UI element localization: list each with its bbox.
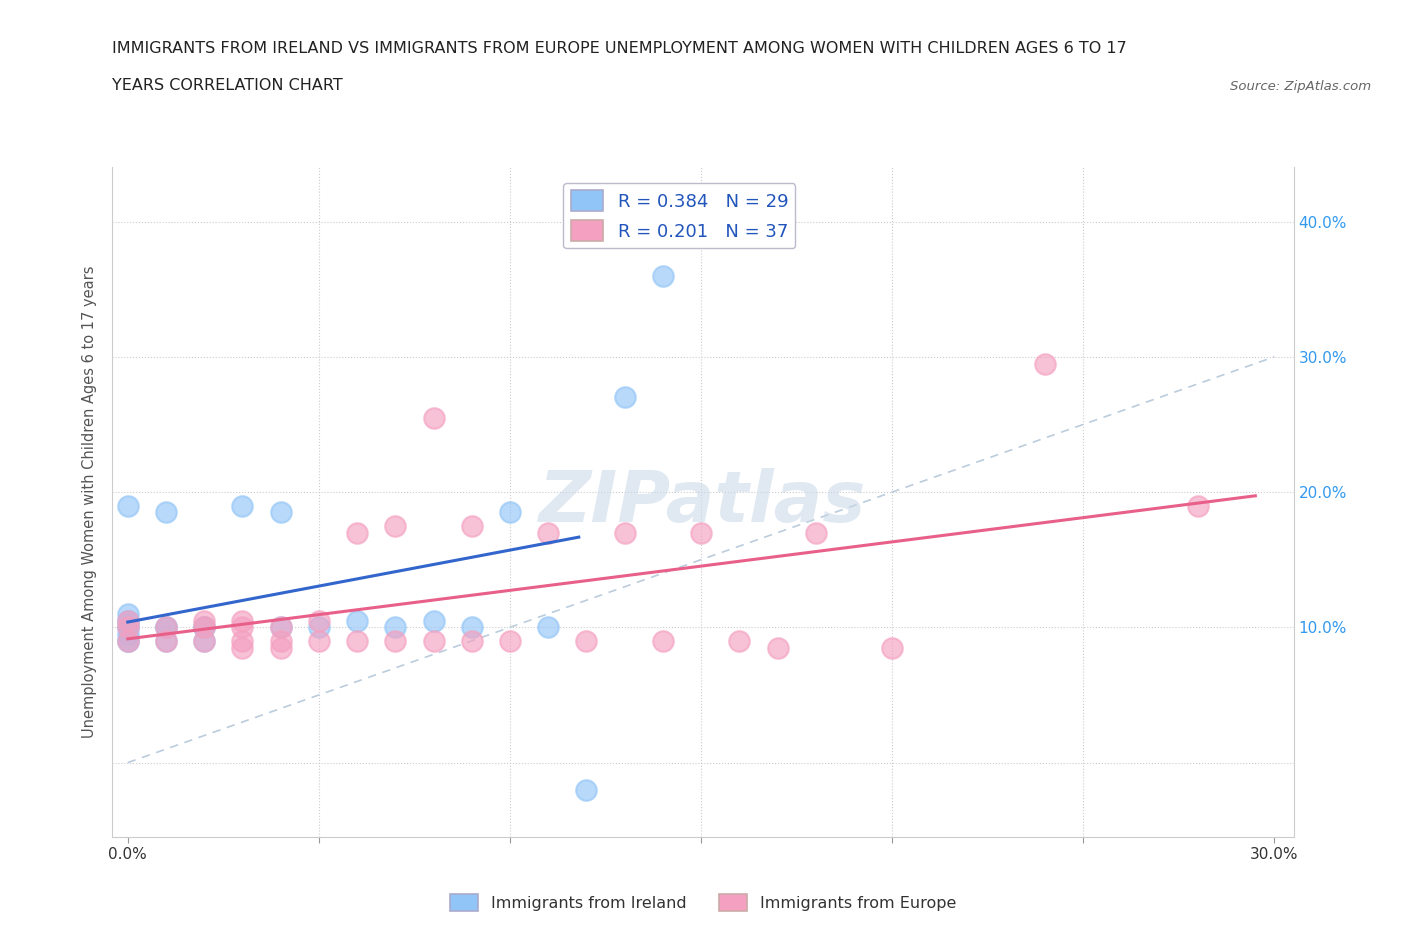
- Point: [1187, 498, 1209, 513]
- Point: [155, 620, 177, 635]
- Point: [117, 620, 139, 635]
- Point: [193, 620, 215, 635]
- Point: [117, 606, 139, 621]
- Text: Source: ZipAtlas.com: Source: ZipAtlas.com: [1230, 80, 1371, 93]
- Point: [270, 640, 292, 655]
- Point: [308, 633, 330, 648]
- Point: [346, 525, 368, 540]
- Point: [384, 633, 406, 648]
- Point: [346, 633, 368, 648]
- Point: [461, 620, 484, 635]
- Point: [231, 498, 253, 513]
- Point: [193, 620, 215, 635]
- Point: [1033, 356, 1056, 371]
- Point: [117, 613, 139, 628]
- Point: [231, 613, 253, 628]
- Point: [231, 640, 253, 655]
- Point: [651, 633, 673, 648]
- Point: [422, 613, 444, 628]
- Point: [308, 620, 330, 635]
- Point: [270, 505, 292, 520]
- Point: [651, 268, 673, 283]
- Point: [499, 633, 522, 648]
- Point: [613, 525, 636, 540]
- Point: [117, 633, 139, 648]
- Point: [384, 620, 406, 635]
- Legend: R = 0.384   N = 29, R = 0.201   N = 37: R = 0.384 N = 29, R = 0.201 N = 37: [564, 183, 796, 248]
- Point: [155, 620, 177, 635]
- Point: [613, 390, 636, 405]
- Point: [193, 613, 215, 628]
- Point: [193, 633, 215, 648]
- Point: [155, 633, 177, 648]
- Point: [117, 633, 139, 648]
- Point: [117, 613, 139, 628]
- Y-axis label: Unemployment Among Women with Children Ages 6 to 17 years: Unemployment Among Women with Children A…: [82, 266, 97, 738]
- Point: [117, 620, 139, 635]
- Point: [117, 620, 139, 635]
- Point: [270, 633, 292, 648]
- Point: [155, 505, 177, 520]
- Point: [117, 498, 139, 513]
- Point: [117, 633, 139, 648]
- Point: [422, 633, 444, 648]
- Point: [766, 640, 789, 655]
- Point: [308, 613, 330, 628]
- Point: [690, 525, 713, 540]
- Text: IMMIGRANTS FROM IRELAND VS IMMIGRANTS FROM EUROPE UNEMPLOYMENT AMONG WOMEN WITH : IMMIGRANTS FROM IRELAND VS IMMIGRANTS FR…: [112, 41, 1128, 56]
- Point: [882, 640, 904, 655]
- Point: [422, 410, 444, 425]
- Point: [728, 633, 751, 648]
- Point: [231, 633, 253, 648]
- Point: [193, 633, 215, 648]
- Point: [270, 620, 292, 635]
- Point: [575, 782, 598, 797]
- Point: [461, 518, 484, 533]
- Legend: Immigrants from Ireland, Immigrants from Europe: Immigrants from Ireland, Immigrants from…: [443, 888, 963, 917]
- Point: [231, 620, 253, 635]
- Point: [461, 633, 484, 648]
- Point: [193, 620, 215, 635]
- Point: [270, 620, 292, 635]
- Point: [384, 518, 406, 533]
- Point: [499, 505, 522, 520]
- Point: [804, 525, 827, 540]
- Point: [155, 620, 177, 635]
- Point: [346, 613, 368, 628]
- Point: [117, 627, 139, 642]
- Point: [117, 613, 139, 628]
- Point: [537, 525, 560, 540]
- Point: [537, 620, 560, 635]
- Text: ZIPatlas: ZIPatlas: [540, 468, 866, 537]
- Point: [575, 633, 598, 648]
- Point: [155, 633, 177, 648]
- Text: YEARS CORRELATION CHART: YEARS CORRELATION CHART: [112, 78, 343, 93]
